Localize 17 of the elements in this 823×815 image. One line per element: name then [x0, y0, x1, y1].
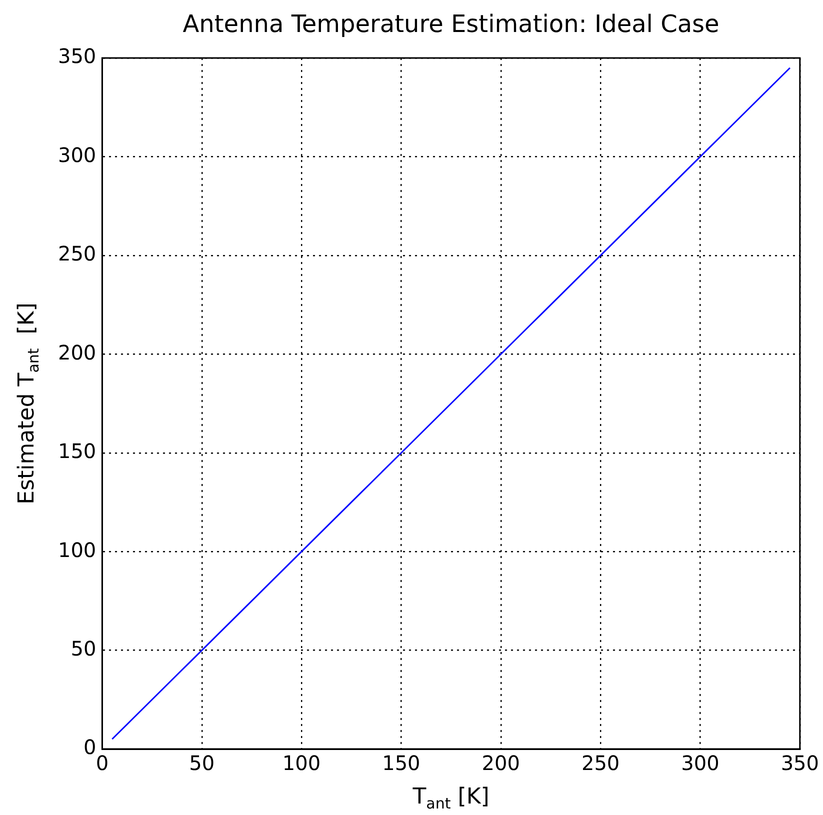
y-tick-label: 300: [58, 142, 96, 167]
x-tick-label: 150: [382, 751, 420, 776]
y-axis-title: Estimated Tant [K]: [14, 302, 42, 504]
x-tick-label: 200: [482, 751, 520, 776]
x-tick-label: 100: [282, 751, 321, 776]
y-tick-label: 50: [70, 636, 96, 660]
y-tick-label: 200: [58, 340, 96, 364]
chart-title: Antenna Temperature Estimation: Ideal Case: [182, 10, 720, 38]
y-tick-label: 0: [83, 735, 96, 760]
y-tick-label: 150: [58, 439, 96, 464]
x-tick-label: 50: [189, 751, 215, 776]
x-tick-label: 250: [581, 751, 620, 776]
y-tick-label: 250: [58, 242, 96, 266]
x-tick-label: 300: [681, 751, 720, 776]
y-tick-label: 350: [58, 44, 96, 68]
y-tick-label: 100: [58, 538, 96, 562]
x-tick-label: 350: [780, 751, 820, 776]
